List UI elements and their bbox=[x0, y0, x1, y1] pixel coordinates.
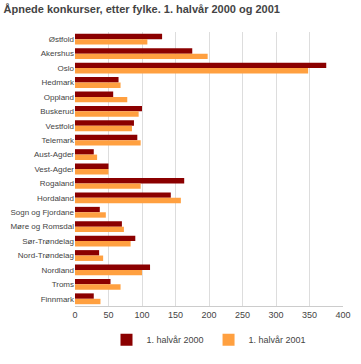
svg-text:Akershus: Akershus bbox=[41, 49, 74, 58]
svg-text:Aust-Agder: Aust-Agder bbox=[34, 150, 74, 159]
svg-text:150: 150 bbox=[168, 310, 183, 320]
svg-text:Troms: Troms bbox=[52, 280, 74, 289]
svg-text:Sogn og Fjordane: Sogn og Fjordane bbox=[10, 208, 74, 217]
svg-text:Østfold: Østfold bbox=[49, 35, 74, 44]
svg-text:200: 200 bbox=[201, 310, 216, 320]
svg-text:Åpnede konkurser, etter fylke.: Åpnede konkurser, etter fylke. 1. halvår… bbox=[4, 3, 280, 15]
svg-text:Oslo: Oslo bbox=[58, 64, 75, 73]
svg-text:Rogaland: Rogaland bbox=[40, 179, 74, 188]
svg-text:Telemark: Telemark bbox=[42, 136, 75, 145]
svg-text:Buskerud: Buskerud bbox=[40, 107, 74, 116]
svg-text:Vest-Agder: Vest-Agder bbox=[34, 165, 74, 174]
svg-text:Sør-Trøndelag: Sør-Trøndelag bbox=[22, 237, 74, 246]
svg-text:Møre og Romsdal: Møre og Romsdal bbox=[10, 222, 74, 231]
svg-text:300: 300 bbox=[268, 310, 283, 320]
svg-text:400: 400 bbox=[335, 310, 350, 320]
svg-text:Hordaland: Hordaland bbox=[37, 194, 74, 203]
svg-text:1. halvår 2000: 1. halvår 2000 bbox=[147, 335, 204, 345]
svg-text:50: 50 bbox=[103, 310, 113, 320]
svg-text:Oppland: Oppland bbox=[44, 93, 74, 102]
svg-text:1. halvår 2001: 1. halvår 2001 bbox=[249, 335, 306, 345]
svg-text:Finnmark: Finnmark bbox=[41, 295, 75, 304]
svg-text:100: 100 bbox=[134, 310, 149, 320]
svg-text:350: 350 bbox=[302, 310, 317, 320]
svg-text:Hedmark: Hedmark bbox=[42, 78, 75, 87]
svg-text:250: 250 bbox=[235, 310, 250, 320]
svg-text:Nordland: Nordland bbox=[42, 266, 74, 275]
svg-text:0: 0 bbox=[72, 310, 77, 320]
svg-text:Vestfold: Vestfold bbox=[46, 122, 74, 131]
svg-text:Nord-Trøndelag: Nord-Trøndelag bbox=[18, 251, 74, 260]
